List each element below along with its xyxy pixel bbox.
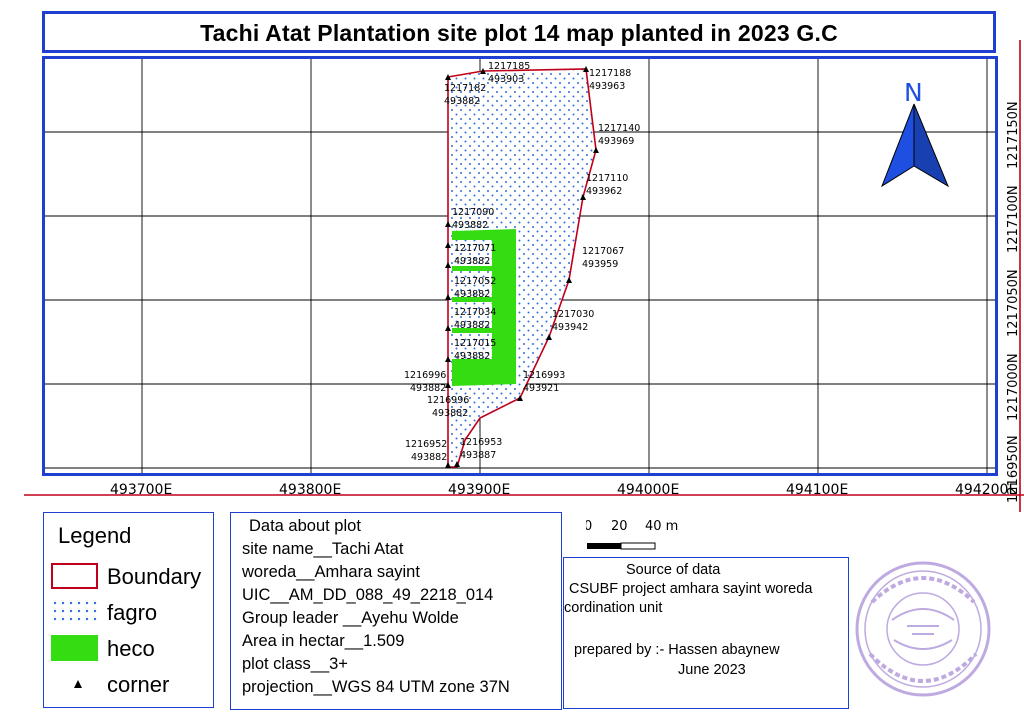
legend-label: fagro xyxy=(107,600,158,625)
corner-label: 1217030 xyxy=(552,309,594,320)
corner-label: 493882 xyxy=(444,96,480,107)
corner-label: 493882 xyxy=(411,452,447,463)
corner-labels: 1217185 493903 1217188 493963 1217182 49… xyxy=(404,61,640,463)
plot-info-line: Group leader __Ayehu Wolde xyxy=(242,609,459,627)
legend-label: heco xyxy=(107,636,155,661)
corner-label: 1217188 xyxy=(589,68,631,79)
corner-label: 493921 xyxy=(523,383,559,394)
heco-swatch xyxy=(51,635,98,661)
plot-info-line: woreda__Amhara sayint xyxy=(242,563,420,581)
corner-label: 1217110 xyxy=(586,173,628,184)
y-axis-label: 1217150N xyxy=(1006,101,1021,169)
plot-info-line: projection__WGS 84 UTM zone 37N xyxy=(242,678,510,696)
outer-frame-lines xyxy=(24,40,1024,512)
scale-label: 0 xyxy=(586,519,592,534)
corner-label: 1217067 xyxy=(582,246,624,257)
plot-info-panel: Data about plot site name__Tachi Atat wo… xyxy=(230,512,562,710)
x-axis-labels: 493700E 493800E 493900E 494000E 494100E … xyxy=(110,482,1017,498)
corner-label: 493969 xyxy=(598,136,634,147)
x-axis-label: 493800E xyxy=(279,482,341,498)
y-axis-label: 1217000N xyxy=(1006,353,1021,421)
y-axis-label: 1216950N xyxy=(1006,435,1021,503)
x-axis-label: 494000E xyxy=(617,482,679,498)
map-canvas: 1217185 493903 1217188 493963 1217182 49… xyxy=(24,40,1024,512)
corner-label: 1217071 xyxy=(454,243,496,254)
x-axis-label: 493700E xyxy=(110,482,172,498)
prepared-date: June 2023 xyxy=(678,662,746,678)
scale-label: 40 m xyxy=(645,519,678,534)
source-line: CSUBF project amhara sayint woreda xyxy=(569,581,813,597)
y-axis-labels: 1216950N 1217000N 1217050N 1217100N 1217… xyxy=(1006,101,1021,503)
source-line: cordination unit xyxy=(564,600,663,616)
corner-label: 1216993 xyxy=(523,370,565,381)
corner-label: 493887 xyxy=(460,450,496,461)
official-seal xyxy=(855,561,991,697)
corner-label: 493882 xyxy=(454,256,490,267)
x-axis-label: 494100E xyxy=(786,482,848,498)
source-heading: Source of data xyxy=(626,562,721,578)
map-frame xyxy=(42,56,998,476)
data-source-panel: Source of data CSUBF project amhara sayi… xyxy=(563,557,849,709)
corner-label: 1216996 xyxy=(404,370,446,381)
map-title-box: Tachi Atat Plantation site plot 14 map p… xyxy=(42,11,996,53)
corner-label: 493882 xyxy=(452,220,488,231)
corner-label: 1217052 xyxy=(454,276,496,287)
corner-label: 1216953 xyxy=(460,437,502,448)
plot-polygon xyxy=(447,68,597,468)
corner-label: 493959 xyxy=(582,259,618,270)
x-axis-label: 493900E xyxy=(448,482,510,498)
map-title: Tachi Atat Plantation site plot 14 map p… xyxy=(200,20,838,46)
north-arrow: N xyxy=(880,78,950,188)
corner-label: 493903 xyxy=(488,74,524,85)
plot-info-line: UIC__AM_DD_088_49_2218_014 xyxy=(242,586,494,604)
corner-label: 1217140 xyxy=(598,123,640,134)
scale-label: 20 xyxy=(611,519,628,534)
plot-info-line: site name__Tachi Atat xyxy=(242,540,404,558)
heco-openings xyxy=(452,240,492,359)
corner-label: 493882 xyxy=(454,351,490,362)
corner-label: 1217034 xyxy=(454,307,496,318)
scale-bar: 0 20 40 m xyxy=(586,519,678,550)
corner-swatch-icon xyxy=(74,680,82,688)
corner-label: 1217182 xyxy=(444,83,486,94)
corner-label: 493962 xyxy=(586,186,622,197)
legend-panel: Legend Boundary fagro heco corner xyxy=(43,512,214,708)
corner-label: 1217185 xyxy=(488,61,530,72)
corner-label: 493882 xyxy=(432,408,468,419)
prepared-by: prepared by :- Hassen abaynew xyxy=(574,642,780,658)
legend-label: Boundary xyxy=(107,564,202,589)
legend-title: Legend xyxy=(58,523,132,548)
corner-label: 1216952 xyxy=(405,439,447,450)
corner-markers xyxy=(445,66,599,468)
corner-label: 493963 xyxy=(589,81,625,92)
boundary-swatch xyxy=(51,563,98,589)
fagro-swatch xyxy=(51,599,98,625)
y-axis-label: 1217050N xyxy=(1006,269,1021,337)
corner-label: 493882 xyxy=(410,383,446,394)
plot-info-line: Area in hectar__1.509 xyxy=(242,632,405,650)
corner-label: 493882 xyxy=(454,289,490,300)
corner-label: 493942 xyxy=(552,322,588,333)
legend-label: corner xyxy=(107,672,170,697)
x-axis-label: 494200E xyxy=(955,482,1017,498)
plot-info-line: plot class__3+ xyxy=(242,655,348,673)
plot-info-heading: Data about plot xyxy=(249,517,361,535)
y-axis-label: 1217100N xyxy=(1006,185,1021,253)
corner-label: 493882 xyxy=(454,320,490,331)
corner-label: 1216996 xyxy=(427,395,469,406)
corner-label: 1217090 xyxy=(452,207,494,218)
corner-label: 1217015 xyxy=(454,338,496,349)
north-letter: N xyxy=(904,78,923,107)
